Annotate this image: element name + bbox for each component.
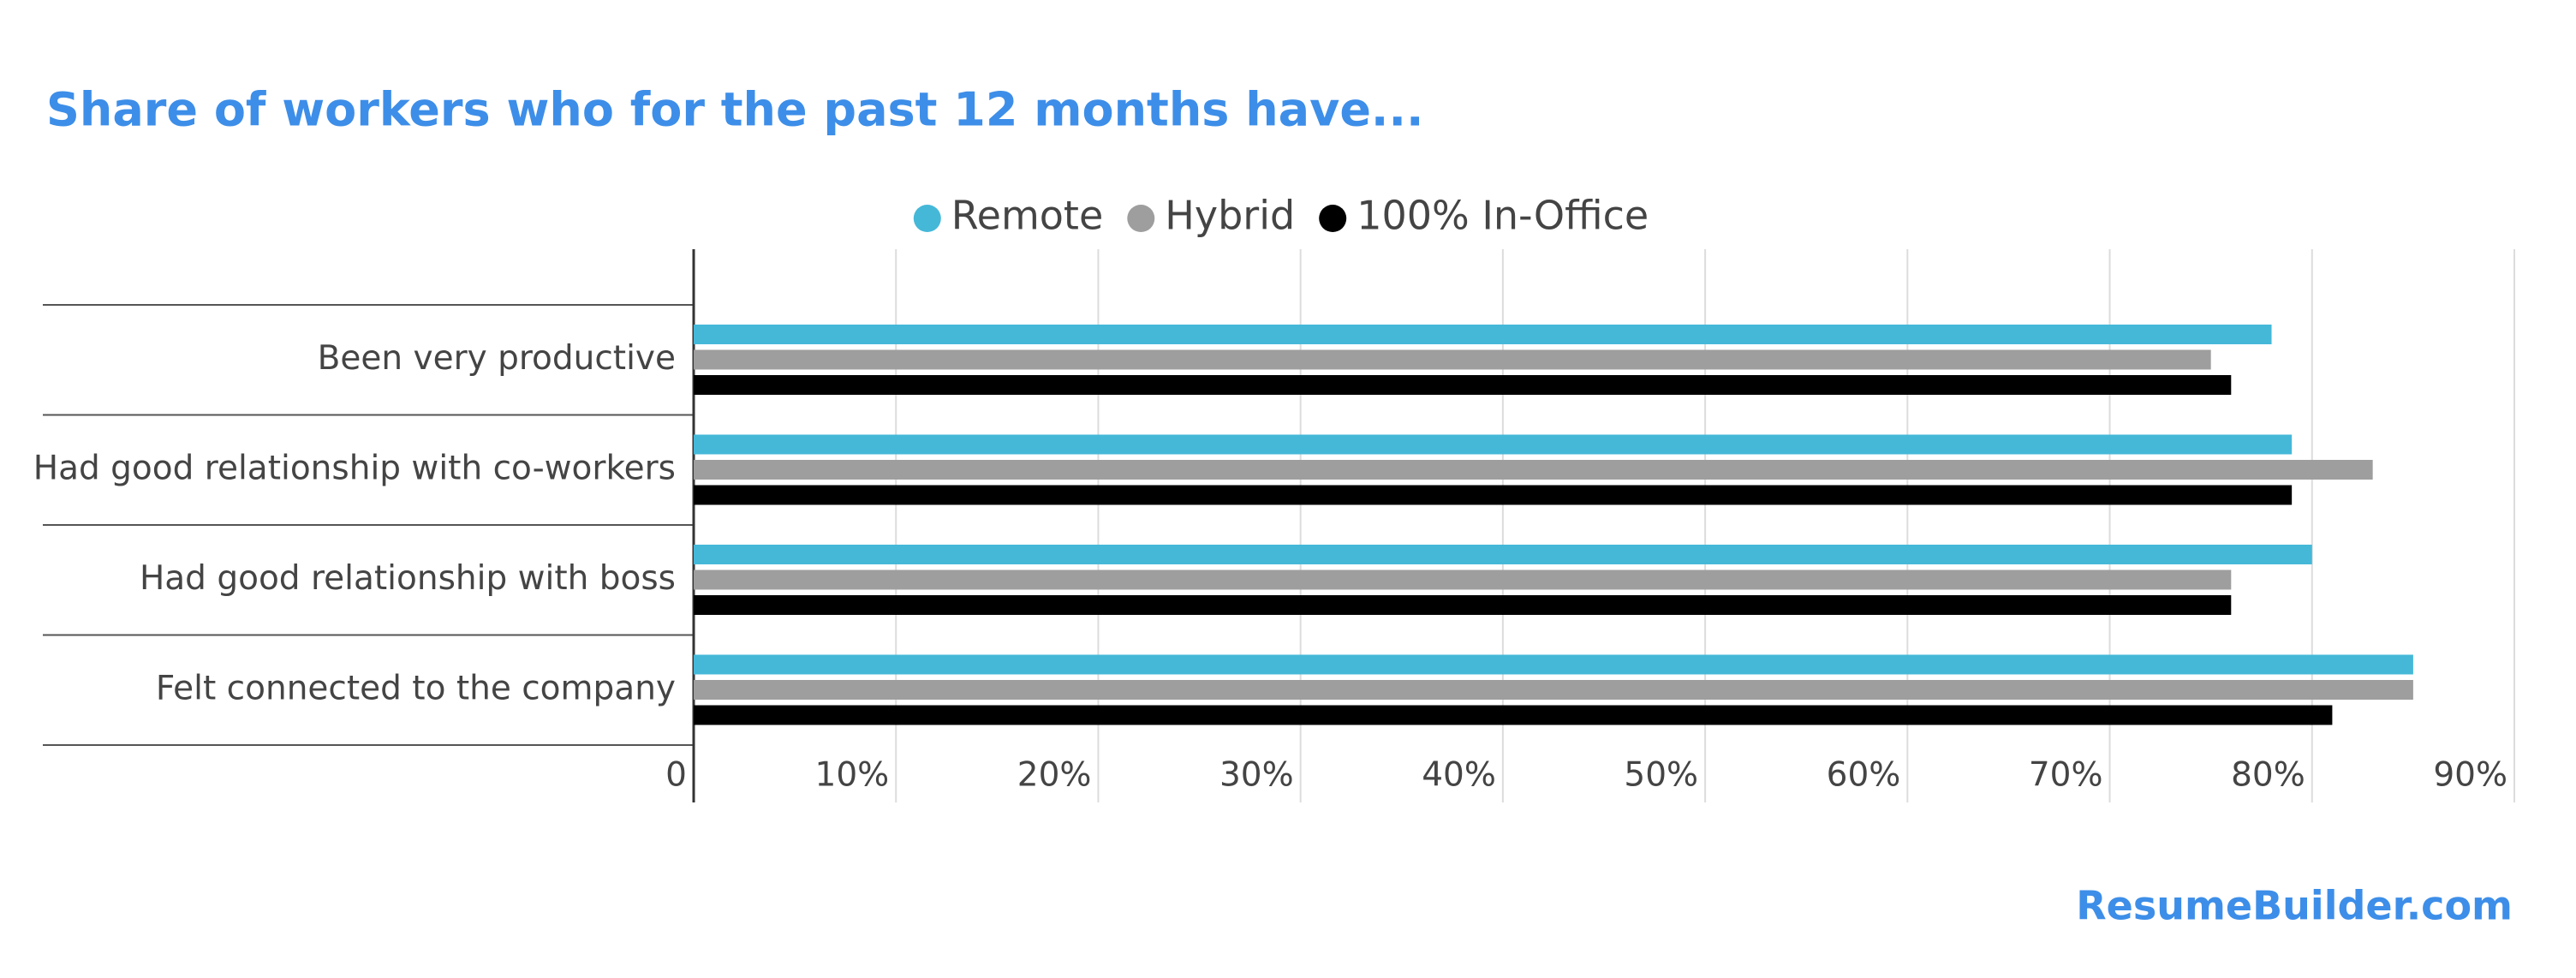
category-label: Been very productive [318,339,676,378]
category-label: Had good relationship with co-workers [33,449,676,487]
bar [694,654,2413,675]
bar [694,460,2373,480]
source: ResumeBuilder.com [2076,883,2513,929]
category-label: Had good relationship with boss [140,559,676,598]
x-tick-label: 0 [665,756,687,795]
legend-marker [1319,205,1347,232]
bar [694,375,2232,395]
legend-label: 100% In-Office [1357,193,1649,239]
x-tick-label: 20% [1017,756,1092,795]
bar [694,349,2211,370]
bar [694,595,2232,615]
category-label: Felt connected to the company [156,669,676,707]
legend-marker [1127,205,1155,232]
bar [694,680,2413,700]
bar [694,434,2293,455]
legend-label: Hybrid [1165,193,1295,239]
x-tick-label: 60% [1827,756,1901,795]
x-tick-label: 50% [1624,756,1698,795]
bar [694,545,2312,564]
bar [694,325,2272,344]
x-tick-label: 10% [815,756,890,795]
legend-label: Remote [951,193,1104,239]
x-tick-label: 80% [2231,756,2305,795]
bar [694,485,2293,505]
chart-title: Share of workers who for the past 12 mon… [46,83,1423,137]
x-tick-label: 30% [1219,756,1294,795]
legend-marker [913,205,941,232]
x-tick-label: 40% [1422,756,1496,795]
bar [694,705,2333,725]
bar [694,570,2232,590]
x-tick-label: 70% [2029,756,2103,795]
x-tick-label: 90% [2433,756,2507,795]
